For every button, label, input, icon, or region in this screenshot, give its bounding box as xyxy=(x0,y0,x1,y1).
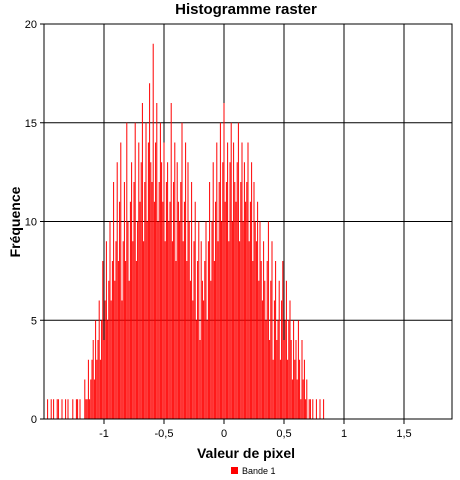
x-tick-label: -0,5 xyxy=(155,428,174,440)
x-tick-label: -1 xyxy=(99,428,109,440)
chart-title: Histogramme raster xyxy=(175,1,317,18)
y-axis-ticks: 0 5 10 15 20 xyxy=(25,19,44,426)
histogram-series xyxy=(47,43,325,419)
x-tick-label: 0,5 xyxy=(276,428,291,440)
x-tick-label: 1,5 xyxy=(396,428,411,440)
legend-label-bande-1: Bande 1 xyxy=(242,466,276,476)
x-axis-ticks: -1 -0,5 0 0,5 1 1,5 xyxy=(99,419,412,440)
legend: Bande 1 xyxy=(231,466,276,476)
y-tick-label: 20 xyxy=(25,19,37,31)
x-axis-label: Valeur de pixel xyxy=(197,445,295,461)
y-tick-label: 0 xyxy=(31,414,37,426)
legend-swatch-bande-1 xyxy=(231,467,238,474)
y-tick-label: 5 xyxy=(31,315,37,327)
y-axis-label: Fréquence xyxy=(7,186,23,257)
y-tick-label: 10 xyxy=(25,217,37,229)
x-tick-label: 0 xyxy=(221,428,227,440)
x-tick-label: 1 xyxy=(341,428,347,440)
y-tick-label: 15 xyxy=(25,118,37,130)
